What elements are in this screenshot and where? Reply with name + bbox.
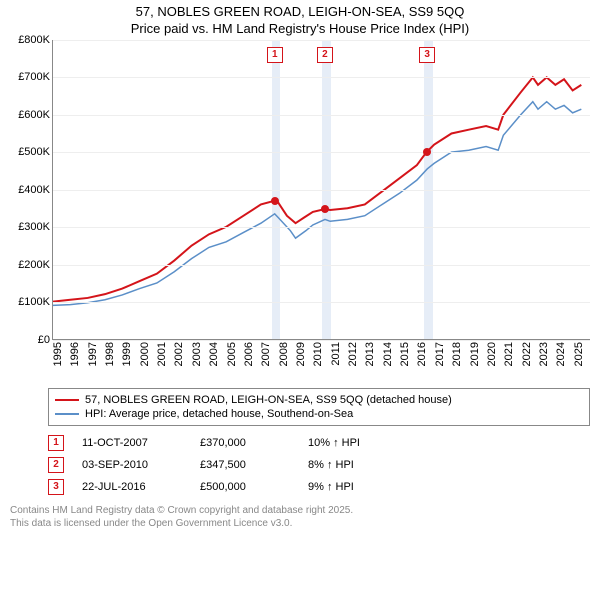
sales-row-pct: 10% ↑ HPI xyxy=(308,437,408,449)
title-line-1: 57, NOBLES GREEN ROAD, LEIGH-ON-SEA, SS9… xyxy=(4,4,596,21)
gridline xyxy=(53,265,590,266)
gridline xyxy=(53,77,590,78)
gridline xyxy=(53,152,590,153)
x-tick-label: 2013 xyxy=(364,342,376,366)
x-tick-label: 2011 xyxy=(330,342,342,366)
x-tick-label: 2021 xyxy=(503,342,515,366)
y-tick-label: £200K xyxy=(18,259,50,271)
gridline xyxy=(53,302,590,303)
x-tick-label: 2023 xyxy=(538,342,550,366)
sale-dot xyxy=(271,197,279,205)
y-tick-label: £400K xyxy=(18,184,50,196)
sales-row-price: £347,500 xyxy=(200,459,290,471)
title-line-2: Price paid vs. HM Land Registry's House … xyxy=(4,21,596,38)
x-tick-label: 2016 xyxy=(416,342,428,366)
x-tick-label: 2010 xyxy=(312,342,324,366)
y-tick-label: £100K xyxy=(18,296,50,308)
x-tick-label: 2012 xyxy=(347,342,359,366)
x-tick-label: 1996 xyxy=(69,342,81,366)
sales-row-marker: 1 xyxy=(48,435,64,451)
sales-row-pct: 8% ↑ HPI xyxy=(308,459,408,471)
sales-row: 2 03-SEP-2010 £347,500 8% ↑ HPI xyxy=(48,454,590,476)
x-tick-label: 2009 xyxy=(295,342,307,366)
gridline xyxy=(53,40,590,41)
sales-row-date: 11-OCT-2007 xyxy=(82,437,182,449)
x-tick-label: 2018 xyxy=(451,342,463,366)
x-tick-label: 2001 xyxy=(156,342,168,366)
y-tick-label: £300K xyxy=(18,221,50,233)
legend-item: HPI: Average price, detached house, Sout… xyxy=(55,407,583,421)
sales-row-pct: 9% ↑ HPI xyxy=(308,481,408,493)
x-tick-label: 2006 xyxy=(243,342,255,366)
x-tick-label: 2007 xyxy=(260,342,272,366)
sales-row-date: 22-JUL-2016 xyxy=(82,481,182,493)
sale-marker-box: 3 xyxy=(419,47,435,63)
gridline xyxy=(53,227,590,228)
sale-marker-box: 2 xyxy=(317,47,333,63)
y-tick-label: £500K xyxy=(18,146,50,158)
x-tick-label: 2020 xyxy=(486,342,498,366)
legend: 57, NOBLES GREEN ROAD, LEIGH-ON-SEA, SS9… xyxy=(48,388,590,426)
x-tick-label: 2014 xyxy=(382,342,394,366)
chart-area: £0£100K£200K£300K£400K£500K£600K£700K£80… xyxy=(4,40,600,380)
y-tick-label: £800K xyxy=(18,34,50,46)
x-tick-label: 2000 xyxy=(139,342,151,366)
x-tick-label: 2017 xyxy=(434,342,446,366)
gridline xyxy=(53,190,590,191)
sales-row-marker: 3 xyxy=(48,479,64,495)
x-tick-label: 2019 xyxy=(469,342,481,366)
x-tick-label: 2005 xyxy=(226,342,238,366)
x-axis: 1995 1996 1997 1998 1999 2000 2001 2002 2003 2004… xyxy=(52,340,590,380)
sales-row-price: £500,000 xyxy=(200,481,290,493)
x-tick-label: 2002 xyxy=(173,342,185,366)
y-tick-label: £700K xyxy=(18,71,50,83)
footer: Contains HM Land Registry data © Crown c… xyxy=(10,504,590,530)
legend-swatch xyxy=(55,413,79,415)
footer-line-1: Contains HM Land Registry data © Crown c… xyxy=(10,504,590,517)
sales-row-price: £370,000 xyxy=(200,437,290,449)
x-tick-label: 2008 xyxy=(278,342,290,366)
x-tick-label: 2025 xyxy=(573,342,585,366)
series-line xyxy=(53,101,581,305)
legend-item: 57, NOBLES GREEN ROAD, LEIGH-ON-SEA, SS9… xyxy=(55,393,583,407)
sales-row-marker: 2 xyxy=(48,457,64,473)
sales-row: 3 22-JUL-2016 £500,000 9% ↑ HPI xyxy=(48,476,590,498)
y-tick-label: £600K xyxy=(18,109,50,121)
sales-row-date: 03-SEP-2010 xyxy=(82,459,182,471)
x-tick-label: 1999 xyxy=(121,342,133,366)
legend-label: 57, NOBLES GREEN ROAD, LEIGH-ON-SEA, SS9… xyxy=(85,394,452,406)
y-axis: £0£100K£200K£300K£400K£500K£600K£700K£80… xyxy=(4,40,52,340)
plot-area: 1 2 3 xyxy=(52,40,590,340)
x-tick-label: 2015 xyxy=(399,342,411,366)
sale-dot xyxy=(321,205,329,213)
sale-marker-box: 1 xyxy=(267,47,283,63)
sales-row: 1 11-OCT-2007 £370,000 10% ↑ HPI xyxy=(48,432,590,454)
footer-line-2: This data is licensed under the Open Gov… xyxy=(10,517,590,530)
sales-table: 1 11-OCT-2007 £370,000 10% ↑ HPI 2 03-SEP-201… xyxy=(48,432,590,498)
x-tick-label: 1998 xyxy=(104,342,116,366)
chart-title: 57, NOBLES GREEN ROAD, LEIGH-ON-SEA, SS9… xyxy=(0,0,600,40)
x-tick-label: 2024 xyxy=(555,342,567,366)
x-tick-label: 2022 xyxy=(521,342,533,366)
sale-dot xyxy=(423,148,431,156)
chart-container: 57, NOBLES GREEN ROAD, LEIGH-ON-SEA, SS9… xyxy=(0,0,600,530)
legend-label: HPI: Average price, detached house, Sout… xyxy=(85,408,353,420)
x-tick-label: 1995 xyxy=(52,342,64,366)
y-tick-label: £0 xyxy=(38,334,50,346)
x-tick-label: 1997 xyxy=(87,342,99,366)
gridline xyxy=(53,115,590,116)
x-tick-label: 2003 xyxy=(191,342,203,366)
legend-swatch xyxy=(55,399,79,401)
x-tick-label: 2004 xyxy=(208,342,220,366)
